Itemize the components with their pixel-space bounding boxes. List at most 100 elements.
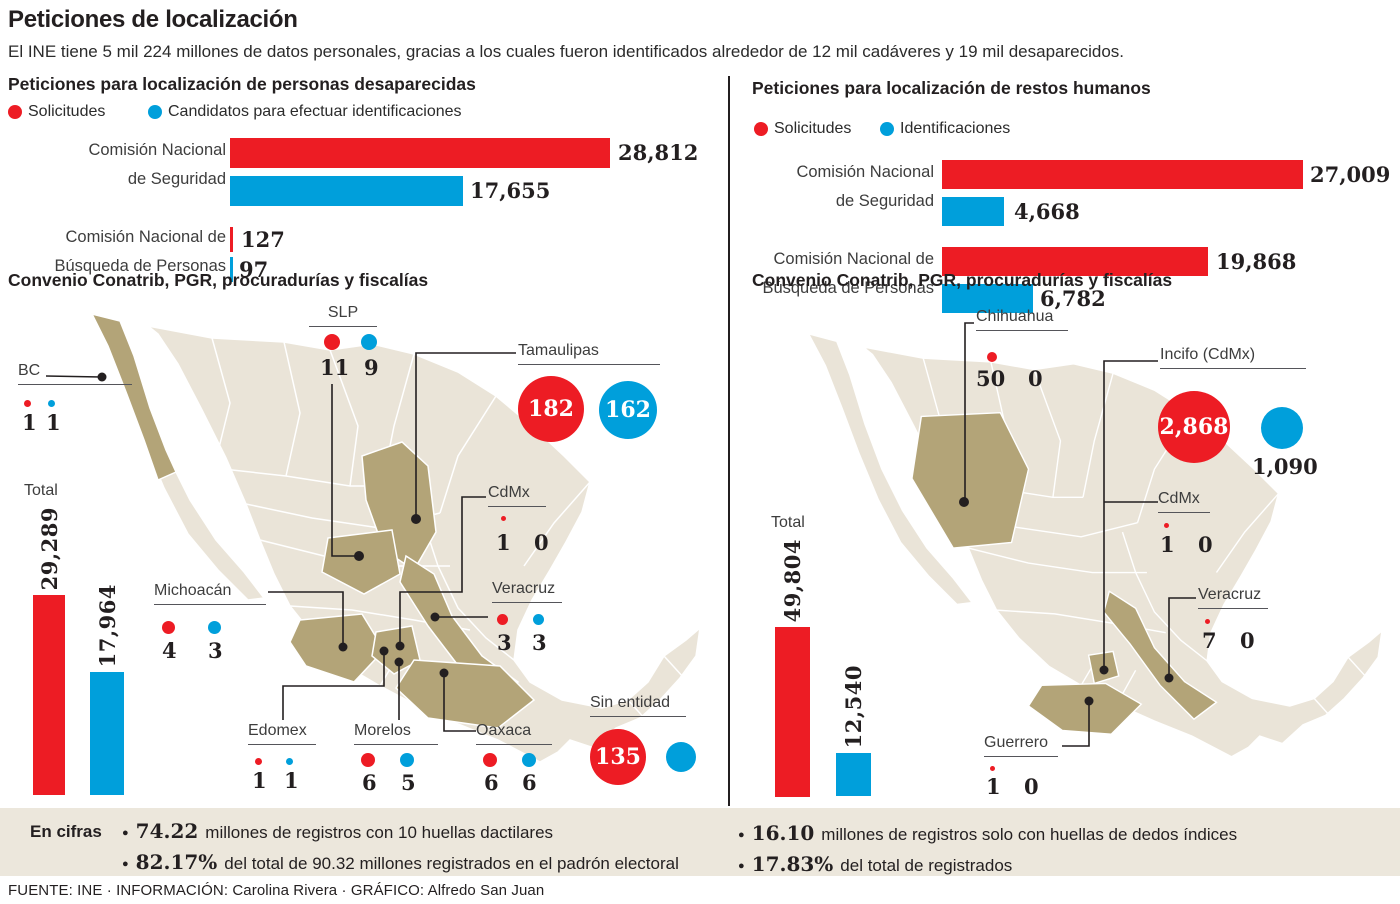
right-bar-row2-solicitudes bbox=[942, 247, 1208, 276]
chihuahua-red-value: 50 bbox=[976, 366, 1006, 391]
mexico-map-left bbox=[58, 308, 706, 808]
right-bar-row2-red-value: 19,868 bbox=[1216, 249, 1297, 274]
callout-cdmx-right-label: CdMx bbox=[1158, 490, 1210, 513]
callout-sin-entidad-label: Sin entidad bbox=[590, 694, 686, 717]
left-total-blue-value: 17,964 bbox=[94, 583, 120, 667]
edomex-blue-dot-icon bbox=[286, 758, 293, 765]
left-bar-row1-label-line2: de Seguridad bbox=[127, 170, 226, 188]
left-total-blue-value-wrap: 17,964 bbox=[90, 582, 124, 667]
right-bar-row1-red-value: 27,009 bbox=[1310, 162, 1391, 187]
left-bar-row2-blue-value: 97 bbox=[239, 257, 269, 282]
morelos-blue-value: 5 bbox=[401, 770, 416, 795]
left-bar-row1-candidatos bbox=[230, 176, 463, 206]
callout-veracruz-right-label: Veracruz bbox=[1198, 586, 1268, 609]
bullet-icon: ● bbox=[738, 860, 745, 872]
bc-blue-value: 1 bbox=[46, 410, 61, 435]
left-legend-solicitudes: Solicitudes bbox=[8, 103, 105, 121]
callout-slp-label: SLP bbox=[309, 304, 377, 327]
bc-red-value: 1 bbox=[22, 410, 37, 435]
left-bar-row2-label-line2: Búsqueda de Personas bbox=[54, 257, 226, 275]
oaxaca-red-value: 6 bbox=[484, 770, 499, 795]
slp-blue-value: 9 bbox=[364, 355, 379, 380]
left-bar-row2-red-value: 127 bbox=[241, 227, 285, 252]
candidatos-dot-icon bbox=[148, 105, 162, 119]
cifra-item: ● 17.83% del total de registrados bbox=[738, 852, 1237, 876]
right-convenio-title: Convenio Conatrib, PGR, procuradurías y … bbox=[752, 270, 1173, 290]
right-section-title: Peticiones para localización de restos h… bbox=[752, 78, 1151, 98]
callout-tamaulipas-label: Tamaulipas bbox=[518, 342, 660, 365]
oaxaca-red-dot-icon bbox=[483, 753, 497, 767]
legend-label: Solicitudes bbox=[28, 103, 106, 120]
en-cifras-left-items: ● 74.22 millones de registros con 10 hue… bbox=[122, 819, 679, 881]
right-bar-row2-label-line1: Comisión Nacional de bbox=[773, 250, 935, 268]
tamaulipas-blue-bubble: 162 bbox=[599, 381, 657, 439]
left-highlighted-states bbox=[90, 312, 536, 729]
left-bar-row2-label-line1: Comisión Nacional de bbox=[65, 228, 227, 246]
en-cifras-band bbox=[0, 808, 1400, 876]
callout-morelos-label: Morelos bbox=[354, 722, 438, 745]
right-total-red-value-wrap: 49,804 bbox=[775, 537, 810, 622]
callout-incifo-label: Incifo (CdMx) bbox=[1160, 346, 1306, 369]
cifra-item: ● 16.10 millones de registros solo con h… bbox=[738, 821, 1237, 845]
right-connectors bbox=[959, 322, 1196, 747]
left-total-label: Total bbox=[24, 482, 58, 499]
legend-label: Identificaciones bbox=[900, 120, 1011, 137]
veracruz-right-blue-value: 0 bbox=[1240, 628, 1255, 653]
callout-michoacan-label: Michoacán bbox=[154, 582, 266, 605]
guerrero-red-dot-icon bbox=[990, 766, 995, 771]
michoacan-red-value: 4 bbox=[162, 638, 177, 663]
bullet-icon: ● bbox=[122, 858, 129, 870]
cifra-text: del total de 90.32 millones registrados … bbox=[224, 854, 679, 873]
guerrero-blue-value: 0 bbox=[1024, 774, 1039, 799]
chihuahua-blue-value: 0 bbox=[1028, 366, 1043, 391]
oaxaca-blue-dot-icon bbox=[522, 753, 536, 767]
slp-red-value: 11 bbox=[320, 355, 350, 380]
veracruz-left-blue-dot-icon bbox=[533, 614, 544, 625]
right-bar-row1-blue-value: 4,668 bbox=[1014, 199, 1080, 224]
cifra-value: 82.17% bbox=[135, 850, 218, 874]
veracruz-left-red-value: 3 bbox=[497, 630, 512, 655]
callout-chihuahua-label: Chihuahua bbox=[976, 308, 1068, 331]
morelos-red-dot-icon bbox=[361, 753, 375, 767]
right-total-red-bar bbox=[775, 627, 810, 797]
cifra-text: millones de registros solo con huellas d… bbox=[821, 825, 1238, 844]
bullet-icon: ● bbox=[738, 829, 745, 841]
left-legend-candidatos: Candidatos para efectuar identificacione… bbox=[148, 103, 462, 121]
right-bar-row2-blue-value: 6,782 bbox=[1040, 286, 1106, 311]
guerrero-red-value: 1 bbox=[986, 774, 1001, 799]
callout-veracruz-left-label: Veracruz bbox=[492, 580, 562, 603]
bc-red-dot-icon bbox=[24, 400, 31, 407]
legend-label: Solicitudes bbox=[774, 120, 852, 137]
left-bar-row2-solicitudes bbox=[230, 227, 233, 252]
incifo-blue-value: 1,090 bbox=[1252, 454, 1318, 479]
right-bar-row1-label-line2: de Seguridad bbox=[835, 192, 934, 210]
veracruz-right-red-value: 7 bbox=[1202, 628, 1217, 653]
cdmx-right-red-dot-icon bbox=[1164, 523, 1169, 528]
left-connectors bbox=[45, 352, 516, 732]
legend-label: Candidatos para efectuar identificacione… bbox=[168, 103, 462, 120]
edomex-blue-value: 1 bbox=[284, 768, 299, 793]
left-total-red-bar bbox=[33, 595, 65, 795]
mexico-map-right bbox=[773, 330, 1393, 800]
bullet-icon: ● bbox=[122, 827, 129, 839]
right-total-red-value: 49,804 bbox=[780, 538, 805, 622]
left-convenio-title: Convenio Conatrib, PGR, procuradurías y … bbox=[8, 270, 429, 290]
identificaciones-dot-icon bbox=[880, 122, 894, 136]
chihuahua-red-dot-icon bbox=[987, 352, 997, 362]
oaxaca-blue-value: 6 bbox=[522, 770, 537, 795]
left-total-red-value-wrap: 29,289 bbox=[33, 505, 65, 590]
right-bar-row1-identificaciones bbox=[942, 197, 1004, 226]
callout-oaxaca-label: Oaxaca bbox=[476, 722, 552, 745]
cdmx-right-red-value: 1 bbox=[1160, 532, 1175, 557]
right-bar-row2-identificaciones bbox=[942, 284, 1033, 313]
solicitudes-dot-icon bbox=[754, 122, 768, 136]
en-cifras-label: En cifras bbox=[30, 822, 102, 841]
michoacan-red-dot-icon bbox=[162, 621, 175, 634]
left-total-red-value: 29,289 bbox=[36, 506, 62, 590]
right-highlighted-states bbox=[911, 411, 1218, 735]
sin-entidad-blue-bubble bbox=[666, 742, 696, 772]
cdmx-left-red-dot-icon bbox=[501, 516, 506, 521]
left-bar-row1-solicitudes bbox=[230, 138, 610, 168]
cifra-value: 16.10 bbox=[751, 821, 815, 845]
